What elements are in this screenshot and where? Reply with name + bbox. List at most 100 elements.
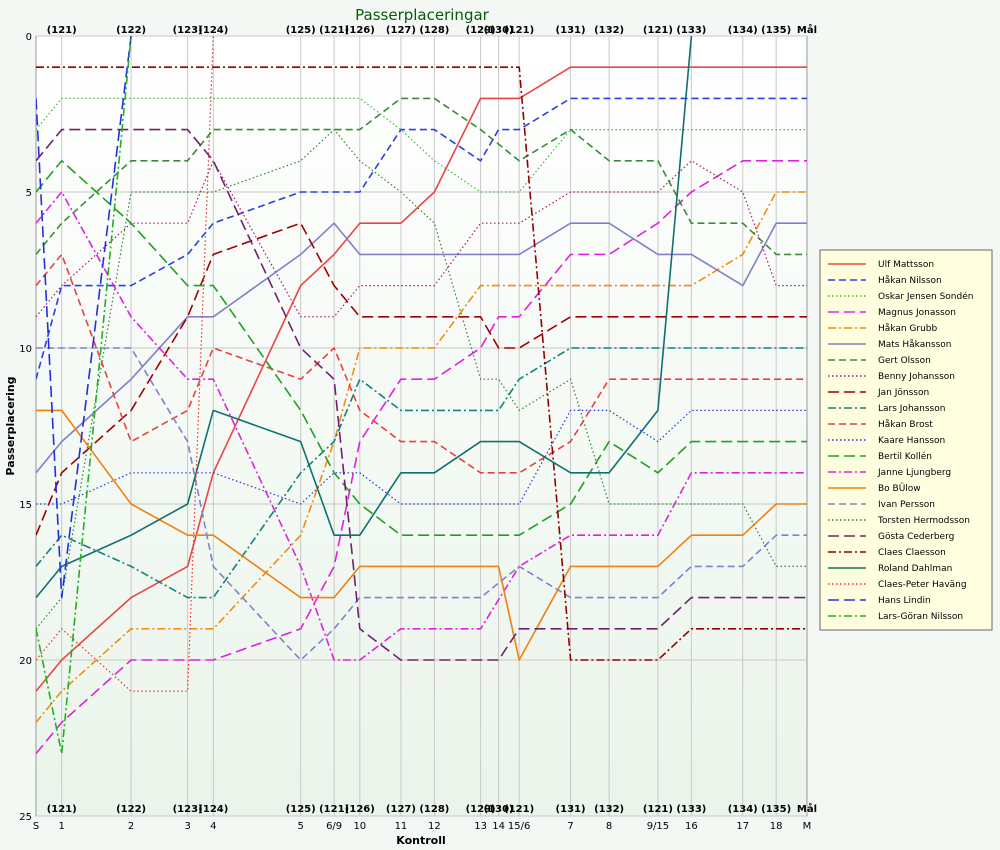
control-code-bottom: (127) [386,804,416,815]
series-line-20 [36,36,693,599]
control-code-top: (133) [676,25,706,36]
series-line-4 [36,160,807,755]
y-tick-label: 15 [19,500,32,511]
legend-label: Kaare Hansson [878,436,945,446]
legend-label: Gösta Cederberg [878,532,954,542]
y-tick-label: 10 [19,344,32,355]
legend-label: Lars Johansson [878,404,945,414]
control-code-bottom: (124) [198,804,228,815]
legend-label: Ulf Mattsson [878,260,934,270]
legend-label: Jan Jönsson [877,388,929,398]
control-code-bottom: (126) [345,804,375,815]
control-code-top: Mål [797,23,817,36]
x-tick-label: 6/9 [326,821,342,832]
control-code-top: (121) [47,25,77,36]
legend-label: Oskar Jensen Sondén [878,291,973,302]
control-code-bottom: (121) [47,804,77,815]
series-line-8 [36,160,807,318]
x-tick-label: 12 [428,821,441,832]
legend-label: Mats Håkansson [878,339,952,350]
y-tick-label: 5 [26,188,32,199]
legend-label: Håkan Nilsson [878,275,942,286]
x-tick-label: 1 [59,821,65,832]
x-tick-label: 8 [606,821,612,832]
series-line-16 [36,347,807,661]
control-code-top: (128) [419,25,449,36]
control-code-bottom: (121) [319,804,349,815]
legend-label: Håkan Brost [878,419,933,430]
legend-label: Roland Dahlman [878,564,952,574]
series-line-15 [36,409,807,661]
control-code-bottom: (133) [676,804,706,815]
series-line-22 [36,36,132,599]
legend-label: Claes-Peter Haväng [878,580,967,590]
control-code-bottom: (123) [173,804,203,815]
control-code-bottom: (129) [466,804,496,815]
legend-label: Ivan Persson [878,500,935,510]
control-code-top: (135) [761,25,791,36]
x-tick-label: 15/6 [508,821,530,832]
control-code-top: (127) [386,25,416,36]
legend-label: Torsten Hermodsson [877,516,970,526]
series-line-21 [36,36,214,692]
control-code-bottom: (121) [504,804,534,815]
series-layer [36,36,807,755]
series-line-6 [36,222,807,474]
legend-label: Lars-Göran Nilsson [878,612,963,622]
x-tick-label: M [803,821,812,832]
y-axis-title: Passerplacering [4,376,17,475]
x-tick-label: S [33,821,39,832]
legend-label: Bo BÜlow [878,483,921,494]
series-line-17 [36,129,807,630]
control-code-top: (130) [484,25,514,36]
chart-title: Passerplaceringar [355,6,490,24]
control-code-top: (121) [319,25,349,36]
series-line-9 [36,222,807,536]
series-line-5 [36,191,807,723]
control-code-top: (126) [345,25,375,36]
control-code-top: (129) [466,25,496,36]
control-code-top: (121) [643,25,673,36]
legend-label: Magnus Jonasson [878,308,956,318]
x-tick-label: 18 [770,821,783,832]
legend-label: Benny Johansson [878,372,955,382]
control-code-top: (124) [198,25,228,36]
control-code-top: (121) [504,25,534,36]
x-tick-label: 10 [353,821,366,832]
control-code-top: (134) [728,25,758,36]
legend-label: Claes Claesson [878,548,946,558]
control-code-top: (132) [594,25,624,36]
control-code-bottom: Mål [797,802,817,815]
plot-area [35,35,808,817]
y-tick-label: 0 [26,32,32,43]
x-tick-label: 14 [492,821,505,832]
series-line-10 [36,347,807,599]
legend: Ulf Mattsson Håkan Nilsson Oskar Jensen So… [819,249,993,631]
legend-label: Håkan Grubb [878,323,938,334]
control-code-top: (131) [556,25,586,36]
series-line-7 [36,97,807,256]
control-code-bottom: (128) [419,804,449,815]
control-code-bottom: (122) [116,804,146,815]
legend-label: Janne Ljungberg [877,468,951,478]
series-line-14 [36,191,807,661]
series-line-18 [36,128,807,661]
y-tick-label: 20 [19,656,32,667]
x-tick-label: 9/15 [647,821,669,832]
control-code-top: (123) [173,25,203,36]
legend-label: Bertil Kollén [878,451,932,462]
x-tick-label: 13 [474,821,487,832]
series-line-2 [36,97,807,380]
control-code-bottom: (121) [643,804,673,815]
y-tick-label: 25 [19,812,32,823]
legend-label: Gert Olsson [878,356,931,366]
x-tick-label: 2 [128,821,134,832]
control-code-bottom: (131) [556,804,586,815]
control-code-bottom: (132) [594,804,624,815]
x-axis-title: Kontroll [396,834,446,847]
legend-label: Hans Lindin [878,596,931,606]
control-code-top: (122) [116,25,146,36]
